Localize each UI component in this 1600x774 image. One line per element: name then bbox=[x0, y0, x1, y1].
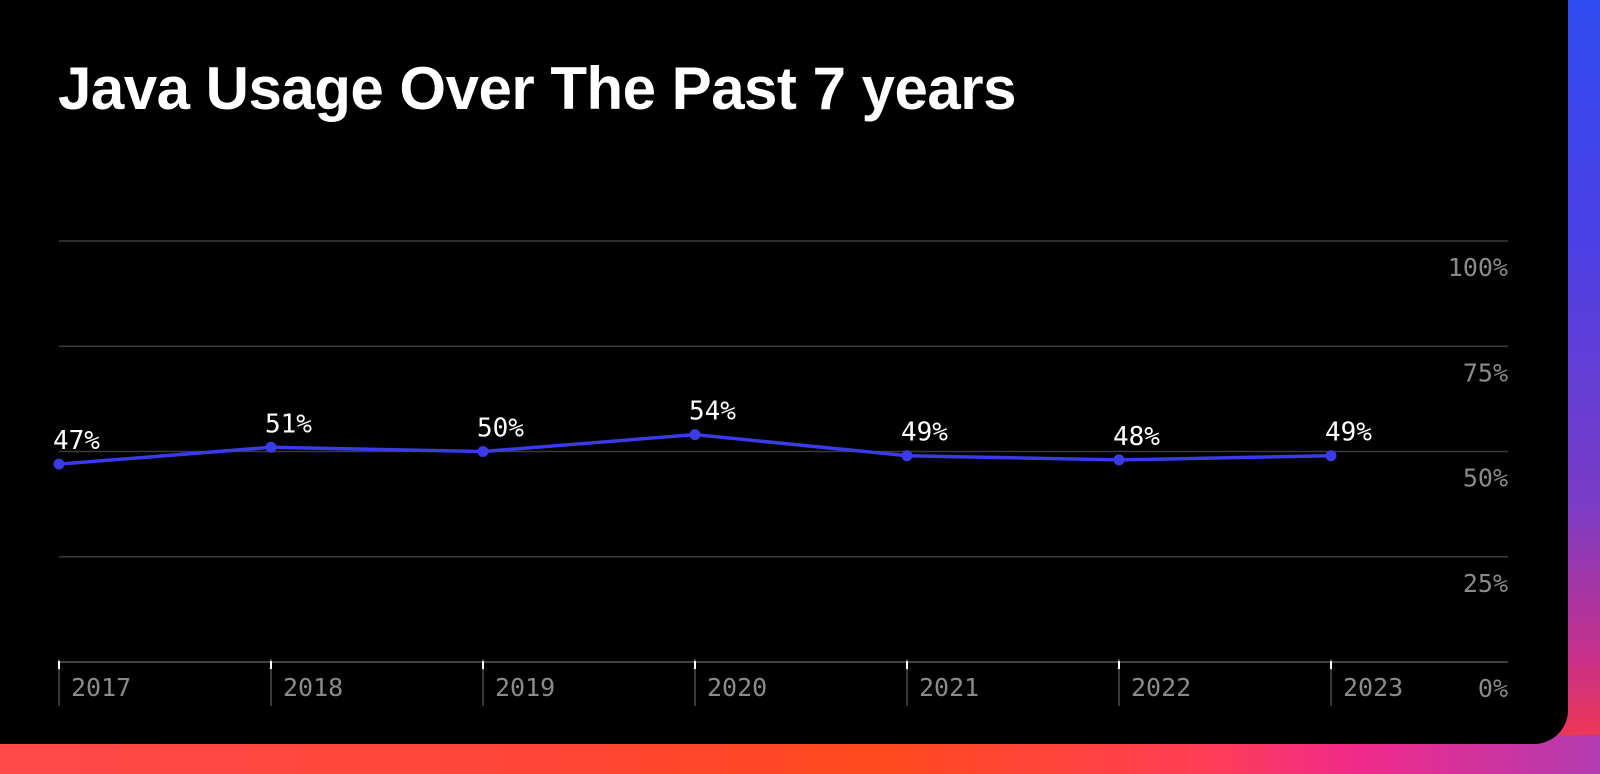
y-tick-label: 75% bbox=[1463, 358, 1508, 387]
x-tick-label: 2022 bbox=[1131, 673, 1191, 702]
y-tick-label: 0% bbox=[1478, 674, 1508, 703]
x-axis: 2017 2018 2019 2020 2021 2022 2023 bbox=[58, 659, 1403, 706]
data-label: 47% bbox=[53, 426, 100, 456]
data-point bbox=[901, 450, 913, 462]
data-point bbox=[1113, 454, 1125, 466]
x-tick-label: 2017 bbox=[71, 673, 131, 702]
data-point bbox=[53, 458, 65, 470]
x-tick-label: 2021 bbox=[919, 673, 979, 702]
y-tick-label: 100% bbox=[1448, 253, 1508, 282]
chart-card: Java Usage Over The Past 7 years 2017 201… bbox=[0, 0, 1568, 744]
data-point bbox=[1325, 450, 1337, 462]
x-tick-label: 2023 bbox=[1343, 673, 1403, 702]
grid-lines bbox=[59, 240, 1508, 663]
data-label: 50% bbox=[477, 414, 524, 444]
series-java-usage: 47% 51% 50% 54% 49% 48% 49% bbox=[53, 397, 1372, 470]
chart-title: Java Usage Over The Past 7 years bbox=[58, 55, 1016, 122]
data-label: 49% bbox=[901, 418, 948, 448]
x-tick-label: 2020 bbox=[707, 673, 767, 702]
data-label: 48% bbox=[1113, 422, 1160, 452]
y-tick-label: 50% bbox=[1463, 464, 1508, 493]
line-chart: 2017 2018 2019 2020 2021 2022 2023 0% 25% 50% 75%… bbox=[53, 240, 1508, 706]
x-tick-label: 2019 bbox=[495, 673, 555, 702]
data-label: 51% bbox=[265, 409, 312, 439]
y-axis: 0% 25% 50% 75% 100% bbox=[1448, 253, 1508, 703]
data-point bbox=[689, 429, 701, 441]
data-point bbox=[265, 441, 277, 453]
data-label: 54% bbox=[689, 397, 736, 427]
data-label: 49% bbox=[1325, 418, 1372, 448]
x-tick-label: 2018 bbox=[283, 673, 343, 702]
data-point bbox=[477, 446, 489, 457]
y-tick-label: 25% bbox=[1463, 569, 1508, 598]
